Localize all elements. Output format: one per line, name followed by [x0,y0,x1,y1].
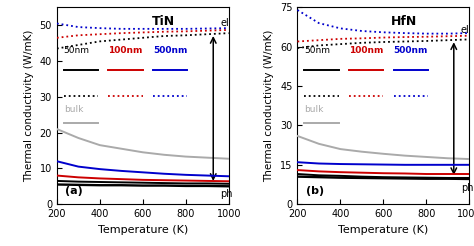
Text: (b): (b) [306,186,324,196]
Y-axis label: Thermal conductivity (W/mK): Thermal conductivity (W/mK) [264,30,274,182]
Text: 50nm: 50nm [304,46,330,55]
Text: 500nm: 500nm [153,46,188,55]
Text: 50nm: 50nm [64,46,90,55]
Text: bulk: bulk [304,105,324,114]
Text: ph: ph [220,189,233,199]
Text: ph: ph [461,183,473,193]
Text: (a): (a) [65,186,83,196]
Text: el: el [220,18,229,28]
Text: 100nm: 100nm [349,46,383,55]
Text: HfN: HfN [391,15,417,28]
Text: 100nm: 100nm [109,46,143,55]
Text: el: el [461,25,469,34]
Y-axis label: Thermal conductivity (W/mK): Thermal conductivity (W/mK) [24,30,34,182]
Text: 500nm: 500nm [393,46,428,55]
X-axis label: Temperature (K): Temperature (K) [98,225,188,235]
X-axis label: Temperature (K): Temperature (K) [338,225,428,235]
Text: TiN: TiN [152,15,175,28]
Text: bulk: bulk [64,105,83,114]
